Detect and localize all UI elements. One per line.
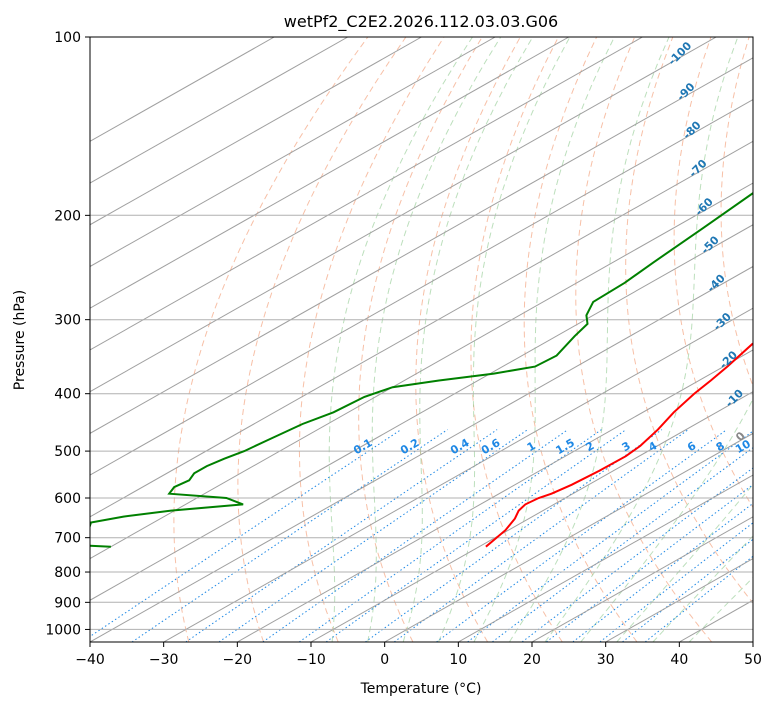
dry-adiabat [415, 37, 521, 642]
y-tick-label: 900 [54, 595, 81, 611]
mixing-ratio-line [393, 429, 689, 642]
moist-adiabat [402, 37, 534, 642]
skew-isotherm [531, 516, 753, 642]
skew-isotherm [310, 391, 753, 642]
moist-adiabat [688, 576, 753, 642]
skew-isotherm [752, 641, 753, 642]
skew-isotherm [90, 37, 496, 268]
x-tick-label: 20 [523, 652, 541, 668]
moist-adiabat [367, 37, 502, 642]
skew-isotherm [90, 37, 643, 351]
y-tick-label: 600 [54, 491, 81, 507]
y-tick-label: 300 [54, 313, 81, 329]
mixing-ratio-line [218, 429, 528, 642]
skew-isotherm [237, 349, 753, 642]
x-tick-label: 40 [670, 652, 688, 668]
mixing-ratio-line [325, 429, 627, 642]
dry-adiabat [767, 37, 775, 642]
moist-adiabat [328, 37, 473, 642]
skew-isotherm [90, 182, 753, 560]
dry-adiabat [673, 37, 753, 509]
x-tick-label: −20 [223, 652, 253, 668]
mixing-ratio-line [131, 429, 448, 642]
dry-adiabat [173, 37, 369, 642]
y-tick-label: 400 [54, 387, 81, 403]
plot-frame [89, 36, 754, 643]
y-tick-label: 500 [54, 444, 81, 460]
mixing-ratio-line [467, 430, 753, 642]
mixing-ratio-line [90, 429, 402, 638]
skew-isotherm [90, 37, 422, 226]
y-tick-label: 100 [54, 30, 81, 46]
skew-isotherm [90, 57, 753, 434]
skew-isotherm [384, 432, 753, 642]
skew-isotherm [90, 140, 753, 518]
skew-isotherm [90, 265, 753, 642]
mixing-ratio-line [644, 555, 753, 642]
y-tick-label: 800 [54, 565, 81, 581]
mixing-ratio-line [599, 522, 753, 642]
skew-isotherm [90, 224, 753, 601]
x-tick-label: −30 [149, 652, 179, 668]
x-tick-label: 50 [744, 652, 762, 668]
x-tick-label: 0 [380, 652, 389, 668]
skew-isotherm [163, 307, 753, 642]
skew-isotherm [90, 37, 275, 142]
moist-adiabat [544, 37, 739, 642]
mixing-ratio-line [185, 429, 498, 642]
moist-adiabat [508, 37, 670, 642]
x-axis-label: Temperature (°C) [360, 681, 482, 697]
mixing-ratio-line [365, 429, 663, 642]
moist-adiabat [652, 535, 753, 642]
skew-isotherm [90, 37, 717, 393]
dry-adiabat [470, 37, 563, 642]
y-tick-label: 1000 [45, 622, 81, 638]
mixing-ratio-line [262, 429, 569, 642]
skew-isotherm [90, 37, 570, 309]
dewpoint-profile-line [90, 191, 753, 548]
dry-adiabat [523, 37, 638, 642]
x-tick-label: 10 [449, 652, 467, 668]
x-tick-label: −40 [75, 652, 105, 668]
x-tick-label: 30 [597, 652, 615, 668]
mixing-ratio-line [521, 467, 753, 642]
mixing-ratio-line [572, 502, 753, 642]
moist-adiabat [438, 37, 571, 642]
chart-title: wetPf2_C2E2.2026.112.03.03.G06 [284, 12, 558, 32]
dry-adiabat [237, 37, 407, 642]
skew-isotherm [90, 99, 753, 476]
skew-isotherm [458, 474, 753, 642]
x-tick-label: −10 [296, 652, 326, 668]
temperature-profile-line [485, 342, 753, 548]
mixing-ratio-line [622, 538, 753, 642]
y-tick-label: 700 [54, 531, 81, 547]
y-axis-label: Pressure (hPa) [12, 290, 28, 390]
mixing-ratio-line [491, 447, 753, 642]
skew-isotherm [90, 37, 349, 184]
y-tick-label: 200 [54, 208, 81, 224]
